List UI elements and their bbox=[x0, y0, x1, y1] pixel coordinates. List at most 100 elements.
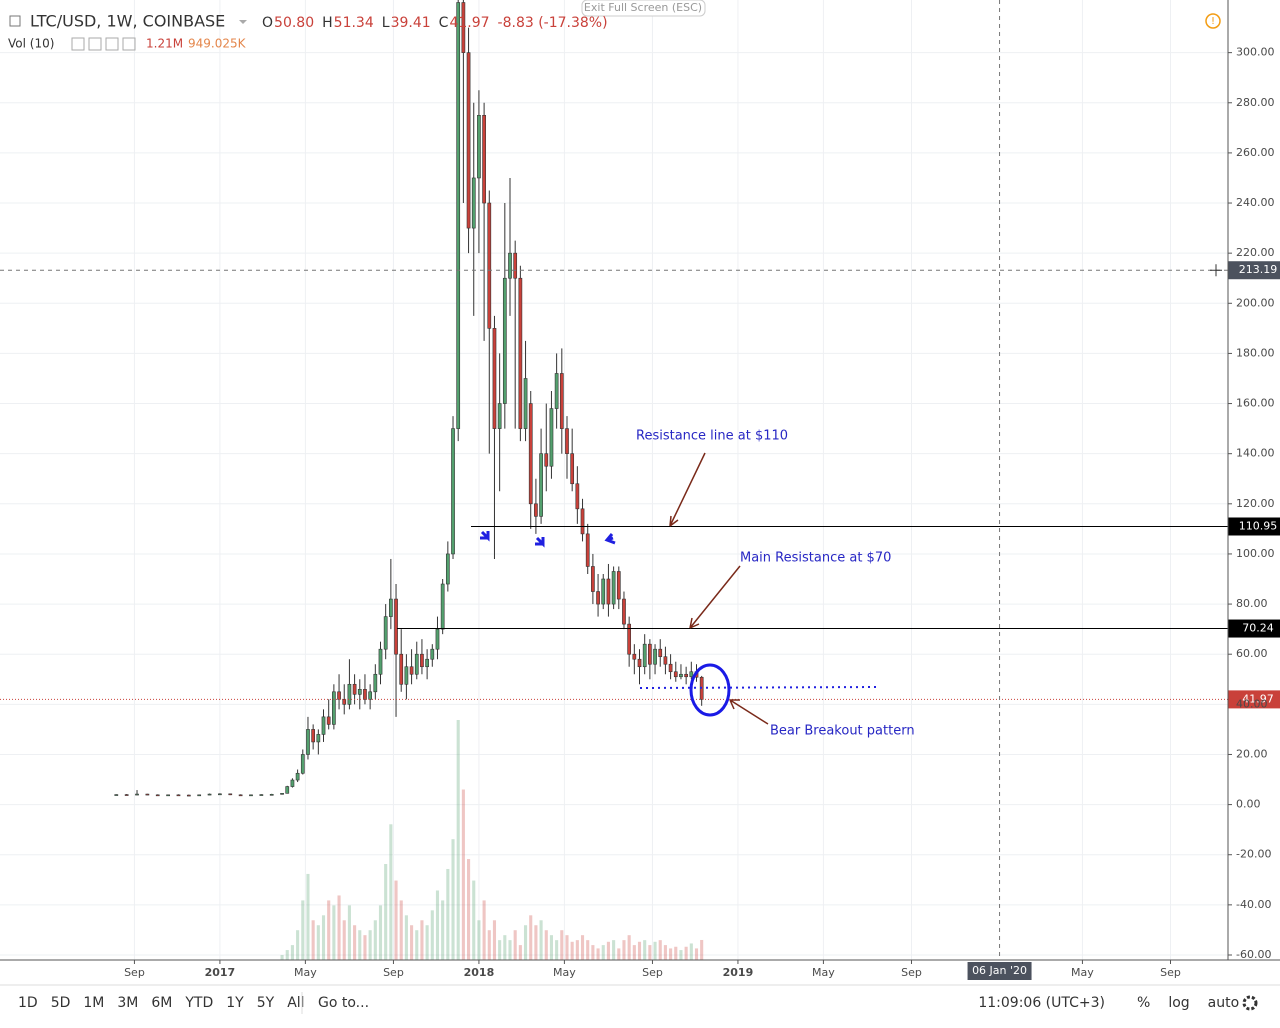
volume-bar bbox=[607, 942, 610, 960]
volume-bar bbox=[633, 945, 636, 960]
volume-bar bbox=[389, 824, 392, 960]
volume-bar bbox=[441, 900, 444, 960]
range-button[interactable]: 6M bbox=[151, 995, 172, 1011]
candle-body bbox=[394, 599, 397, 654]
candle-body bbox=[322, 717, 325, 735]
ohlc-value: 50.80 bbox=[274, 15, 314, 31]
scale-option[interactable]: auto bbox=[1208, 995, 1240, 1011]
volume-bar bbox=[379, 905, 382, 960]
candle-body bbox=[426, 659, 429, 667]
candle-body bbox=[524, 378, 527, 428]
volume-bar bbox=[685, 947, 688, 960]
volume-bar bbox=[420, 920, 423, 960]
volume-bar bbox=[327, 900, 330, 960]
volume-bar bbox=[643, 940, 646, 960]
candle-body bbox=[363, 689, 366, 699]
candle-body bbox=[270, 794, 273, 795]
range-button[interactable]: 3M bbox=[117, 995, 138, 1011]
candle-body bbox=[337, 692, 340, 700]
candle-body bbox=[622, 599, 625, 624]
volume-bar bbox=[306, 874, 309, 960]
volume-bar bbox=[431, 910, 434, 960]
y-tick-label: 300.00 bbox=[1236, 46, 1275, 59]
range-button[interactable]: 1Y bbox=[226, 995, 244, 1011]
volume-bar bbox=[669, 948, 672, 960]
x-tick-label: 2018 bbox=[464, 966, 495, 979]
volume-bar bbox=[622, 940, 625, 960]
volume-bar bbox=[374, 920, 377, 960]
candle-body bbox=[135, 794, 138, 795]
x-tick-label: 2017 bbox=[205, 966, 236, 979]
annotation: Bear Breakout pattern bbox=[770, 724, 915, 739]
y-tick-label: 280.00 bbox=[1236, 96, 1275, 109]
range-button[interactable]: 5Y bbox=[257, 995, 275, 1011]
volume-bar bbox=[648, 945, 651, 960]
y-tick-label: 80.00 bbox=[1236, 597, 1268, 610]
volume-bar bbox=[638, 942, 641, 960]
candle-body bbox=[125, 795, 128, 796]
y-tick-label: 100.00 bbox=[1236, 547, 1275, 560]
candle-body bbox=[571, 454, 574, 484]
candle-body bbox=[586, 534, 589, 567]
candle-body bbox=[410, 667, 413, 675]
volume-bar bbox=[550, 935, 553, 960]
ohlc-key: C bbox=[439, 15, 449, 31]
candle-body bbox=[612, 571, 615, 604]
candle-body bbox=[508, 253, 511, 278]
range-button[interactable]: 5D bbox=[51, 995, 71, 1011]
y-tick-label: -20.00 bbox=[1236, 848, 1271, 861]
volume-bar bbox=[337, 895, 340, 960]
range-button[interactable]: YTD bbox=[184, 995, 213, 1011]
range-button[interactable]: 1M bbox=[83, 995, 104, 1011]
volume-bar bbox=[664, 945, 667, 960]
candle-body bbox=[286, 787, 289, 794]
volume-ma-value: 949.025K bbox=[188, 37, 247, 51]
volume-bar bbox=[700, 940, 703, 960]
ohlc-value: 51.34 bbox=[334, 15, 374, 31]
ohlc-key: L bbox=[382, 15, 390, 31]
alert-mark: ! bbox=[1211, 16, 1215, 27]
scale-option[interactable]: % bbox=[1137, 995, 1150, 1011]
volume-bar bbox=[291, 945, 294, 960]
candle-body bbox=[301, 754, 304, 773]
volume-bar bbox=[581, 935, 584, 960]
candle-body bbox=[389, 599, 392, 617]
candle-body bbox=[488, 203, 491, 328]
volume-bar bbox=[529, 915, 532, 960]
hline-price-label: 70.24 bbox=[1242, 622, 1274, 635]
candle-body bbox=[540, 454, 543, 517]
y-tick-label: 180.00 bbox=[1236, 346, 1275, 359]
candle-body bbox=[384, 617, 387, 650]
volume-bar bbox=[679, 950, 682, 960]
x-tick-label: Sep bbox=[642, 966, 663, 979]
candle-body bbox=[591, 566, 594, 591]
scale-option[interactable]: log bbox=[1168, 995, 1189, 1011]
candle-body bbox=[617, 571, 620, 599]
candle-body bbox=[239, 795, 242, 796]
candle-body bbox=[503, 278, 506, 403]
candle-body bbox=[358, 689, 361, 694]
candle-body bbox=[514, 253, 517, 278]
volume-bar bbox=[446, 869, 449, 960]
candle-body bbox=[685, 674, 688, 677]
candle-body bbox=[581, 509, 584, 534]
candle-body bbox=[436, 629, 439, 649]
x-tick-label: Sep bbox=[901, 966, 922, 979]
ohlc-value: 39.41 bbox=[391, 15, 431, 31]
volume-bar bbox=[519, 945, 522, 960]
candle-body bbox=[648, 644, 651, 664]
goto-button[interactable]: Go to... bbox=[318, 995, 369, 1011]
volume-bar bbox=[343, 920, 346, 960]
volume-value: 1.21M bbox=[146, 37, 183, 51]
volume-bar bbox=[493, 920, 496, 960]
x-tick-label: Sep bbox=[383, 966, 404, 979]
volume-bar bbox=[353, 925, 356, 960]
candle-body bbox=[187, 795, 190, 796]
volume-bar bbox=[602, 945, 605, 960]
candle-body bbox=[654, 649, 657, 664]
exit-fullscreen-label[interactable]: Exit Full Screen (ESC) bbox=[584, 1, 702, 14]
y-tick-label: 260.00 bbox=[1236, 146, 1275, 159]
y-tick-label: 240.00 bbox=[1236, 196, 1275, 209]
y-tick-label: -60.00 bbox=[1236, 948, 1271, 961]
range-button[interactable]: 1D bbox=[18, 995, 38, 1011]
